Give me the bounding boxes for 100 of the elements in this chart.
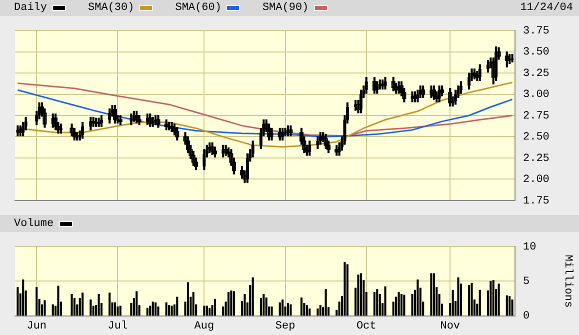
legend-label: SMA(90) [262, 2, 309, 14]
bar [170, 306, 173, 316]
bar [286, 303, 290, 316]
bar [373, 292, 376, 316]
bar [470, 282, 473, 316]
bar [478, 290, 481, 316]
bar [400, 294, 403, 316]
bar [70, 294, 73, 316]
bar [411, 294, 414, 316]
bar [384, 286, 386, 316]
legend-label: Daily [14, 2, 48, 14]
bar [119, 306, 122, 316]
x-tick-label: Oct [356, 320, 376, 332]
bar [360, 273, 362, 316]
bar [82, 292, 84, 316]
bar [508, 296, 511, 316]
bar [346, 264, 348, 316]
y-tick-label: 10 [523, 242, 536, 254]
bar [186, 282, 190, 316]
bar [300, 297, 303, 316]
bar [176, 296, 178, 316]
bar [468, 285, 470, 316]
bar [52, 304, 54, 316]
bar [357, 274, 360, 316]
bar [16, 287, 19, 316]
bar [154, 302, 157, 316]
y-axis-title: Millions [561, 254, 574, 308]
bar [73, 298, 76, 316]
y-tick-label: 2.25 [523, 152, 550, 165]
bar [416, 279, 419, 316]
bar [44, 300, 46, 316]
bar [36, 287, 38, 316]
y-tick-label: 2.00 [523, 174, 550, 186]
bar [244, 294, 246, 316]
bar [308, 308, 311, 316]
bar [324, 289, 327, 316]
y-tick-label: 5 [523, 276, 530, 288]
bar [252, 277, 254, 316]
bar [306, 305, 308, 316]
bar [403, 294, 406, 316]
y-tick-label: 3.75 [523, 26, 550, 38]
bar [511, 300, 514, 316]
bar [232, 291, 235, 316]
x-tick-label: Jun [26, 320, 47, 332]
bar [492, 280, 494, 316]
bar [282, 300, 284, 316]
y-tick-label: 1.75 [523, 195, 550, 208]
x-tick-label: Nov [440, 320, 460, 332]
bar [203, 306, 206, 316]
legend-label: SMA(60) [175, 2, 222, 14]
bar [506, 295, 508, 316]
bar [490, 280, 492, 316]
bar [270, 306, 273, 316]
y-tick-label: 3.00 [523, 89, 550, 102]
bar [192, 292, 194, 316]
y-tick-label: 3.50 [523, 46, 550, 59]
bar [376, 289, 378, 316]
bar [290, 304, 292, 316]
y-tick-label: 2.75 [523, 110, 550, 122]
bar [319, 305, 322, 316]
bar [146, 308, 148, 316]
bar [265, 297, 268, 316]
bar [136, 291, 138, 316]
bar [22, 279, 24, 316]
x-tick-label: Aug [194, 320, 214, 332]
bar [398, 292, 400, 316]
bar [278, 302, 281, 316]
legend-label: SMA(30) [88, 2, 134, 14]
bar [208, 308, 211, 316]
bar [262, 294, 265, 316]
bar [149, 306, 152, 316]
bar [168, 305, 170, 316]
bar [214, 298, 216, 316]
bar [98, 294, 100, 316]
bar [452, 290, 454, 316]
bar [227, 292, 230, 316]
bar [116, 306, 119, 316]
bar [165, 302, 168, 316]
bar [157, 306, 160, 316]
bar [316, 308, 319, 316]
y-tick-label: 2.50 [523, 132, 550, 144]
bar [260, 298, 262, 316]
bar [432, 273, 435, 316]
bar [57, 286, 60, 316]
bar [114, 302, 116, 316]
bar [108, 292, 111, 316]
bar [152, 302, 154, 316]
x-tick-label: Sep [275, 320, 296, 332]
x-tick-label: Jul [108, 320, 128, 332]
y-tick-label: 0 [523, 310, 530, 323]
bar [344, 262, 346, 316]
bar [498, 284, 500, 316]
bar [457, 277, 460, 316]
legend-label: Volume [14, 218, 54, 230]
text: 11/24/04 [520, 2, 573, 14]
bar [230, 290, 232, 316]
bar [206, 306, 208, 316]
y-tick-label: 3.25 [523, 68, 550, 80]
bar [90, 300, 92, 316]
bar [430, 273, 432, 316]
